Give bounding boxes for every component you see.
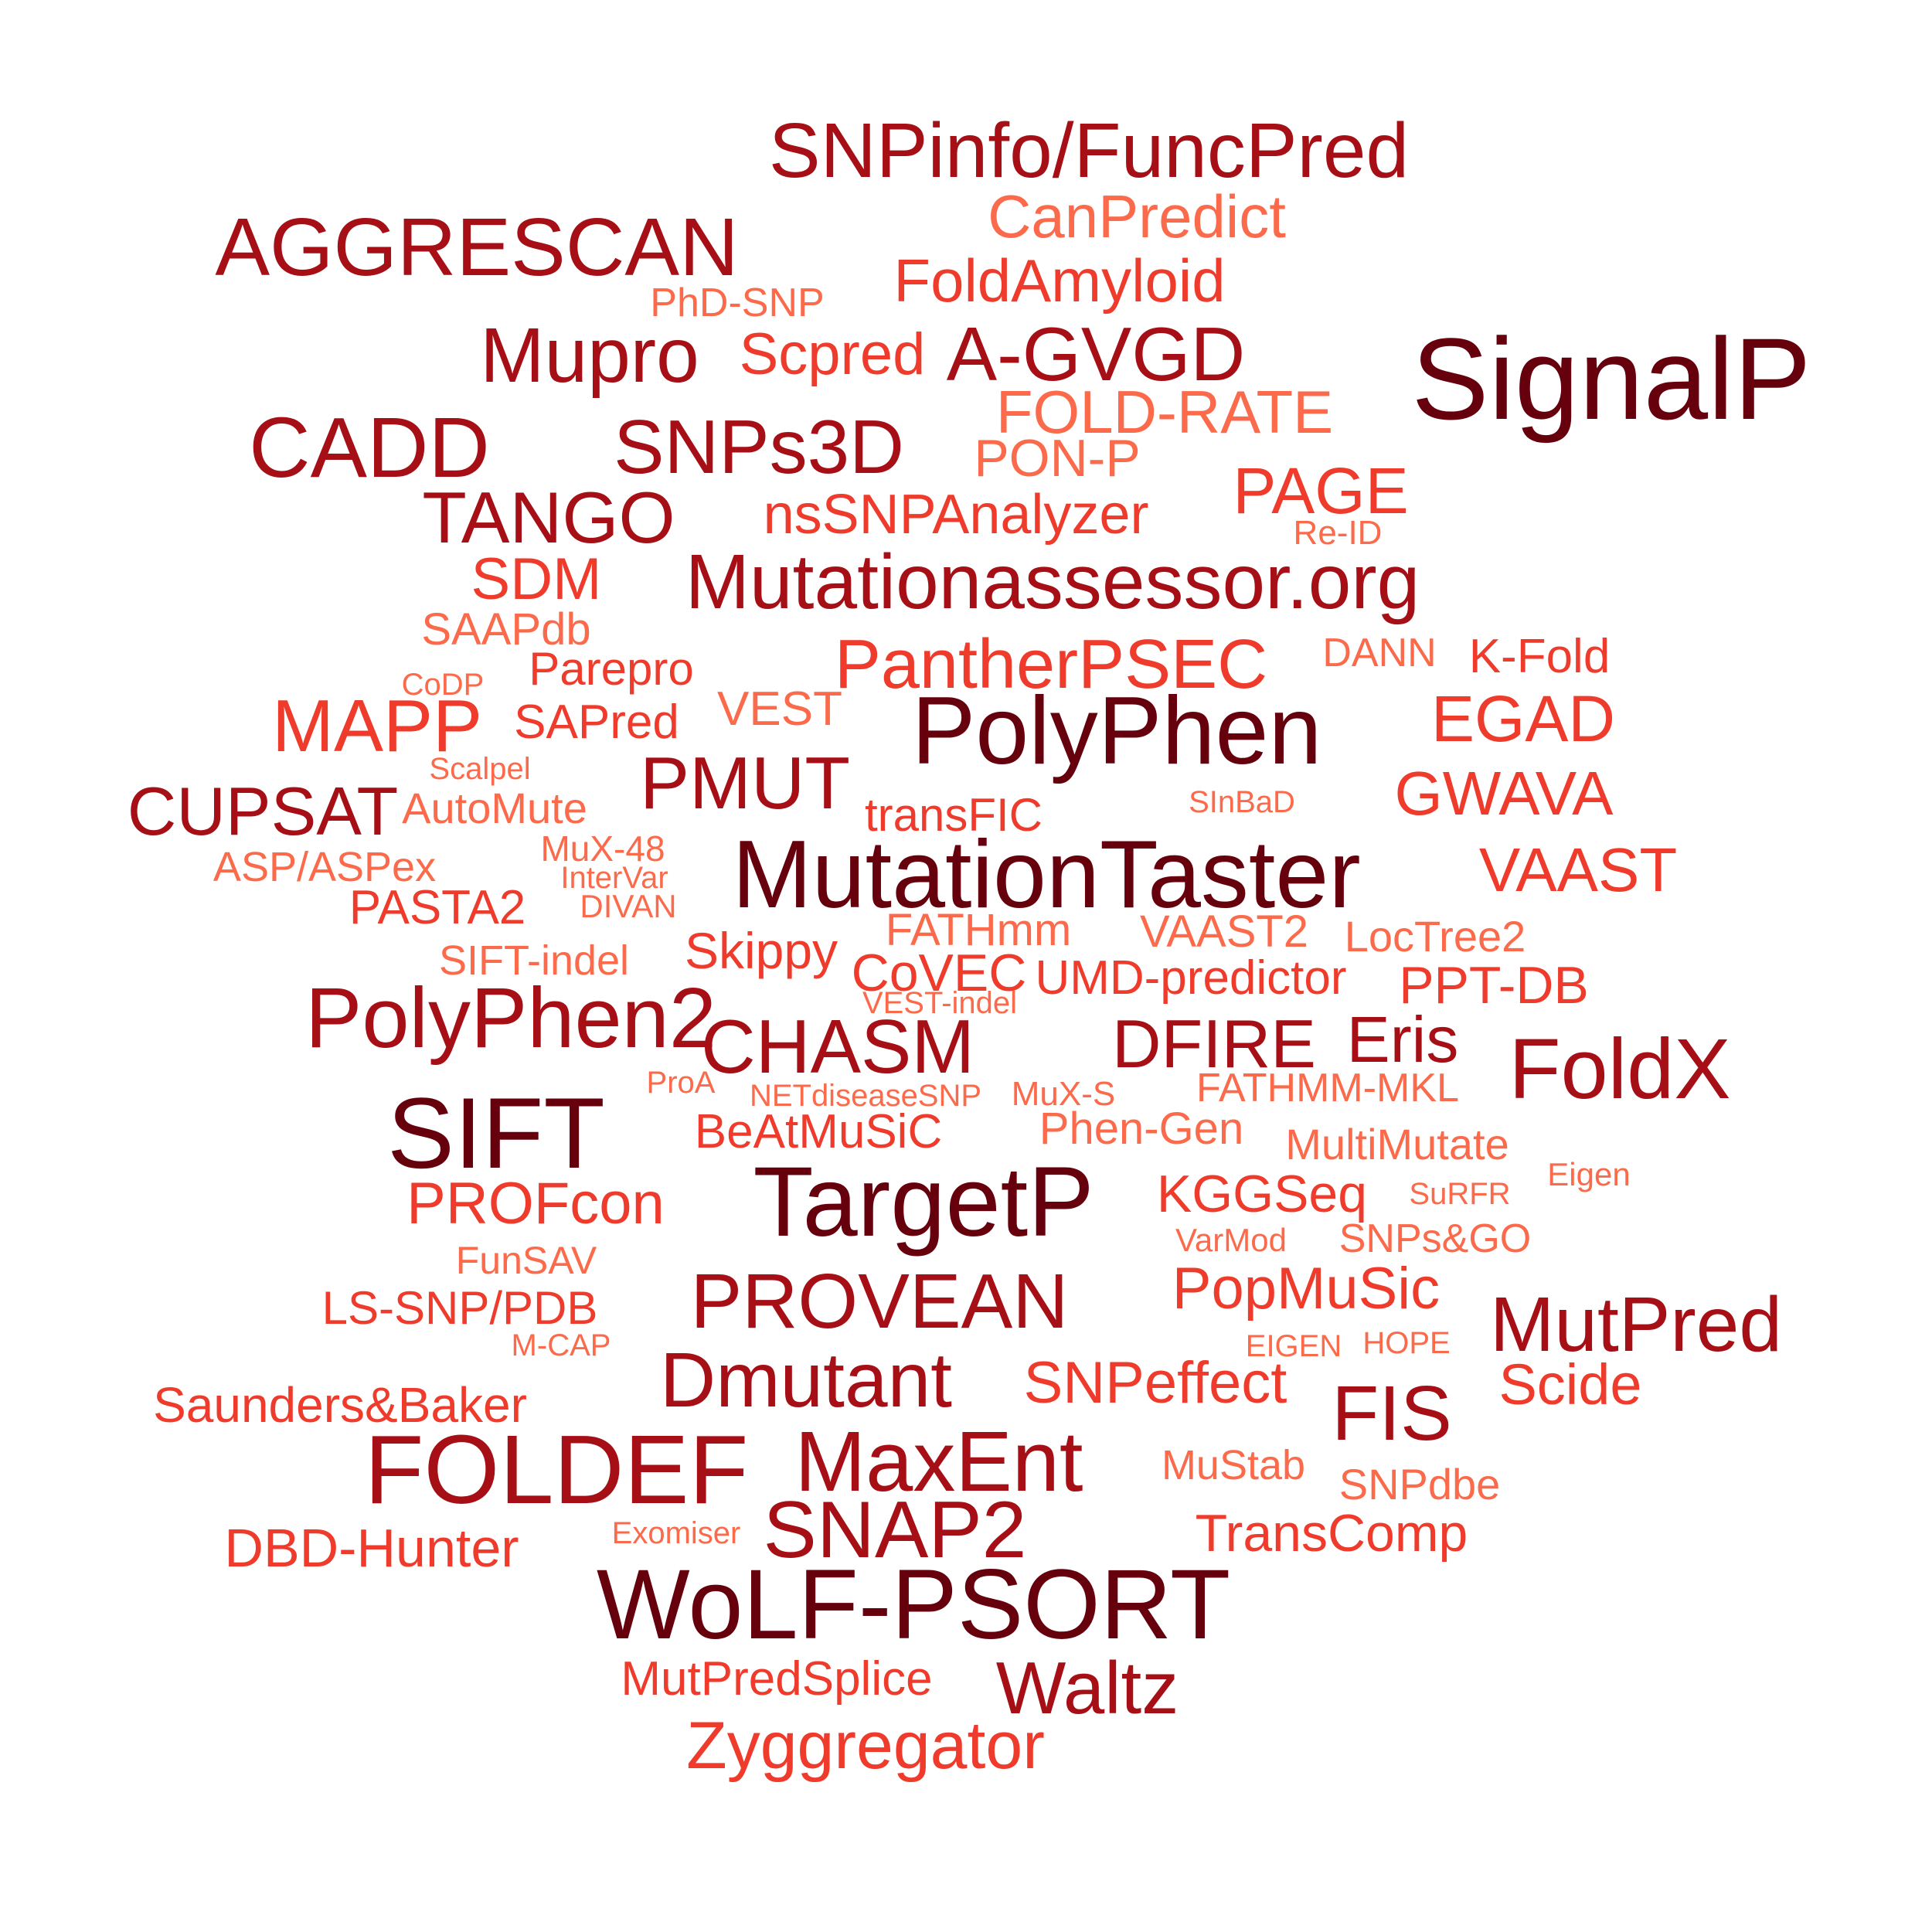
word-tango: TANGO (422, 481, 675, 554)
word-profcon: PROFcon (406, 1175, 665, 1233)
word-vaast2: VAAST2 (1140, 910, 1308, 954)
word-sinbad: SInBaD (1189, 787, 1295, 818)
word-provean: PROVEAN (690, 1263, 1068, 1340)
word-multimutate: MultiMutate (1285, 1123, 1509, 1166)
word-foldamyloid: FoldAmyloid (893, 250, 1225, 311)
word-popmusic: PopMuSic (1172, 1260, 1440, 1318)
word-snpeffect: SNPeffect (1024, 1354, 1287, 1413)
word-mutpred: MutPred (1490, 1286, 1782, 1363)
word-eigen: Eigen (1547, 1158, 1630, 1191)
word-parepro: Parepro (529, 646, 693, 692)
word-varmod: VarMod (1175, 1224, 1287, 1257)
word-funsav: FunSAV (456, 1241, 597, 1280)
word-fis: FIS (1332, 1375, 1452, 1452)
word-proa: ProA (647, 1067, 716, 1098)
word-wolf-psort: WoLF-PSORT (597, 1556, 1230, 1655)
word-fathmm-mkl: FATHMM-MKL (1196, 1068, 1459, 1108)
word-transcomp: TransComp (1196, 1507, 1468, 1560)
word-snps3d: SNPs3D (614, 409, 904, 485)
word-automute: AutoMute (402, 787, 587, 830)
word-eris: Eris (1347, 1007, 1459, 1072)
word-canpredict: CanPredict (988, 186, 1286, 247)
word-ls-snp-pdb: LS-SNP/PDB (322, 1285, 598, 1332)
word-polyphen2: PolyPhen2 (305, 976, 716, 1061)
word-scalpel: Scalpel (429, 753, 530, 784)
word-scpred: Scpred (740, 325, 926, 384)
word-vest: VEST (717, 685, 842, 733)
word-cupsat: CUPSAT (128, 777, 398, 845)
word-umd-predictor: UMD-predictor (1035, 954, 1346, 1002)
word-mustab: MuStab (1162, 1444, 1305, 1486)
word-dmutant: Dmutant (660, 1342, 952, 1419)
word-snpdbe: SNPdbe (1339, 1463, 1501, 1506)
word-mupro: Mupro (480, 317, 699, 394)
word-mutpredsplice: MutPredSplice (621, 1655, 932, 1703)
word-k-fold: K-Fold (1469, 633, 1611, 681)
word-loctree2: LocTree2 (1345, 915, 1526, 958)
word-dbd-hunter: DBD-Hunter (224, 1521, 519, 1575)
word-kggseq: KGGSeq (1157, 1168, 1367, 1220)
word-divan: DIVAN (580, 890, 676, 923)
word-surfr: SuRFR (1409, 1179, 1510, 1209)
word-mutationassessor-org: Mutationassessor.org (685, 543, 1420, 621)
word-hope: HOPE (1362, 1328, 1450, 1359)
word-phen-gen: Phen-Gen (1039, 1107, 1243, 1151)
word-signalp: SignalP (1411, 321, 1811, 437)
word-skippy: Skippy (685, 925, 838, 976)
word-egad: EGAD (1431, 686, 1615, 751)
word-sdm: SDM (471, 550, 602, 609)
word-pon-p: PON-P (974, 432, 1140, 485)
word-snpinfo-funcpred: SNPinfo/FuncPred (769, 112, 1409, 189)
word-nssnpanalyzer: nsSNPAnalyzer (764, 487, 1149, 543)
word-sift: SIFT (387, 1083, 605, 1183)
word-pmut: PMUT (640, 747, 850, 821)
word-scide: Scide (1498, 1356, 1641, 1413)
word-aggrescan: AGGRESCAN (215, 206, 738, 288)
word-gwava: GWAVA (1395, 763, 1614, 825)
word-m-cap: M-CAP (512, 1330, 611, 1361)
word-sapred: SAPred (514, 699, 679, 747)
word-foldef: FOLDEF (364, 1421, 748, 1519)
word-snps-go: SNPs&GO (1339, 1219, 1532, 1259)
word-dann: DANN (1322, 633, 1436, 673)
word-chasm: CHASM (701, 1009, 975, 1084)
word-foldx: FoldX (1509, 1027, 1730, 1112)
word-polyphen: PolyPhen (912, 683, 1322, 779)
word-exomiser: Exomiser (612, 1518, 741, 1549)
word-targetp: TargetP (753, 1153, 1094, 1252)
word-vaast: VAAST (1479, 839, 1677, 901)
word-pasta2: PASTA2 (349, 884, 526, 932)
word-zyggregator: Zyggregator (686, 1713, 1045, 1779)
